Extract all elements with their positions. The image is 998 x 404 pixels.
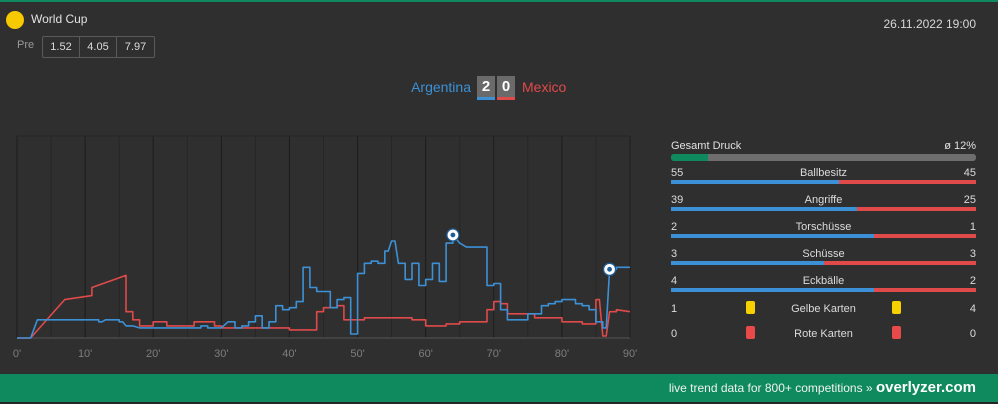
x-tick-label: 20': [146, 348, 160, 360]
stat-row-possession: 55 Ballbesitz 45: [671, 162, 976, 189]
stat-row-shots: 3 Schüsse 3: [671, 243, 976, 270]
stat-bar-away: [823, 261, 976, 265]
pressure-chart: 0' 10' 20' 30' 40' 50' 60' 70' 80' 90': [0, 128, 650, 368]
yellow-card-icon: [746, 301, 755, 314]
x-tick-label: 0': [13, 348, 21, 360]
stat-bar-home: [671, 261, 824, 265]
yellow-card-icon: [892, 301, 901, 314]
stat-home-value: 2: [671, 221, 678, 233]
home-score: 2: [477, 76, 495, 100]
odd-draw[interactable]: 4.05: [80, 37, 117, 57]
stat-label: Torschüsse: [795, 221, 852, 233]
stat-label: Eckbälle: [802, 275, 845, 287]
odds-label: Pre: [17, 39, 35, 51]
stat-bar: [671, 207, 976, 211]
yellow-cards-home: 1: [671, 303, 678, 315]
pressure-chart-svg: 0' 10' 20' 30' 40' 50' 60' 70' 80' 90': [13, 135, 637, 360]
stat-away-value: 1: [969, 221, 976, 233]
x-tick-label: 80': [555, 348, 569, 360]
x-tick-label: 50': [350, 348, 364, 360]
top-accent-line: [0, 0, 998, 2]
stat-bar-home: [671, 288, 875, 292]
pressure-bar: [671, 154, 976, 161]
away-score: 0: [497, 76, 515, 100]
stat-away-value: 25: [963, 194, 976, 206]
yellow-cards-away: 4: [969, 303, 976, 315]
stat-bar-away: [856, 207, 976, 211]
stat-bar-away: [874, 234, 976, 238]
bottom-divider: [0, 402, 998, 404]
card-row-yellow: 1 Gelbe Karten 4: [671, 297, 976, 322]
stat-home-value: 4: [671, 275, 678, 287]
stat-away-value: 45: [963, 167, 976, 179]
x-tick-label: 70': [487, 348, 501, 360]
stat-bar-away: [874, 288, 976, 292]
card-row-red: 0 Rote Karten 0: [671, 322, 976, 347]
x-tick-label: 60': [418, 348, 432, 360]
x-tick-label: 30': [214, 348, 228, 360]
stat-row-corners: 4 Eckbälle 2: [671, 270, 976, 297]
stat-home-value: 39: [671, 194, 684, 206]
match-scoreline: Argentina 2 0 Mexico: [0, 76, 998, 102]
footer-tagline: live trend data for 800+ competitions »: [668, 381, 876, 395]
goal-ball-icon[interactable]: [602, 262, 617, 276]
stat-home-value: 3: [671, 248, 678, 260]
stat-away-value: 3: [969, 248, 976, 260]
home-team-name[interactable]: Argentina: [411, 79, 471, 95]
odd-away[interactable]: 7.97: [124, 41, 147, 53]
footer-brand[interactable]: overlyzer.com: [875, 379, 976, 396]
red-card-icon: [746, 326, 755, 339]
stat-bar: [671, 234, 976, 238]
red-cards-away: 0: [969, 328, 976, 340]
stat-bar-away: [838, 180, 976, 184]
pressure-label: Gesamt Druck: [671, 140, 742, 152]
red-card-icon: [892, 326, 901, 339]
red-cards-label: Rote Karten: [794, 328, 853, 340]
stat-bar-home: [671, 234, 875, 238]
footer-text[interactable]: live trend data for 800+ competitions » …: [669, 379, 976, 396]
league-icon: [6, 11, 24, 29]
odds-group: 1.52 4.05 7.97: [42, 36, 155, 58]
match-header: World Cup 26.11.2022 19:00 Pre 1.52 4.05…: [0, 2, 998, 62]
stat-bar: [671, 180, 976, 184]
goal-ball-icon[interactable]: [446, 228, 460, 242]
x-tick-label: 40': [282, 348, 296, 360]
stats-panel: Gesamt Druck ø 12% 55 Ballbesitz 45 39 A…: [671, 138, 976, 347]
stat-bar: [671, 288, 976, 292]
red-cards-home: 0: [671, 328, 678, 340]
stat-bar: [671, 261, 976, 265]
stat-row-shots-on-target: 2 Torschüsse 1: [671, 216, 976, 243]
stat-label: Angriffe: [804, 194, 843, 206]
series-line-home: [17, 234, 630, 339]
stat-label: Schüsse: [802, 248, 845, 260]
yellow-cards-label: Gelbe Karten: [791, 303, 856, 315]
footer-banner[interactable]: live trend data for 800+ competitions » …: [0, 374, 998, 402]
pressure-value: ø 12%: [944, 140, 976, 152]
away-team-name[interactable]: Mexico: [522, 79, 567, 95]
odd-home[interactable]: 1.52: [43, 37, 80, 57]
stat-bar-home: [671, 180, 839, 184]
stat-away-value: 2: [969, 275, 976, 287]
x-tick-label: 90': [623, 348, 637, 360]
league-name[interactable]: World Cup: [31, 12, 88, 26]
stat-home-value: 55: [671, 167, 684, 179]
stat-row-attacks: 39 Angriffe 25: [671, 189, 976, 216]
stat-label: Ballbesitz: [799, 167, 848, 179]
pressure-bar-fill: [671, 154, 708, 161]
match-datetime: 26.11.2022 19:00: [883, 17, 976, 31]
pressure-row: Gesamt Druck ø 12%: [671, 138, 976, 162]
stat-bar-home: [671, 207, 857, 211]
series-line-away: [17, 274, 631, 339]
x-tick-label: 10': [78, 348, 92, 360]
